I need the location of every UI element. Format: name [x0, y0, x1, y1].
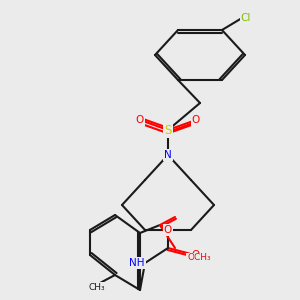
Text: O: O [136, 115, 144, 125]
Text: N: N [164, 150, 172, 160]
Text: O: O [191, 250, 199, 260]
Text: S: S [164, 124, 172, 136]
Text: NH: NH [130, 258, 145, 268]
Text: CH₃: CH₃ [89, 283, 105, 292]
Text: Cl: Cl [241, 13, 251, 23]
Text: O: O [164, 225, 172, 235]
Text: OCH₃: OCH₃ [187, 254, 211, 262]
Text: O: O [192, 115, 200, 125]
